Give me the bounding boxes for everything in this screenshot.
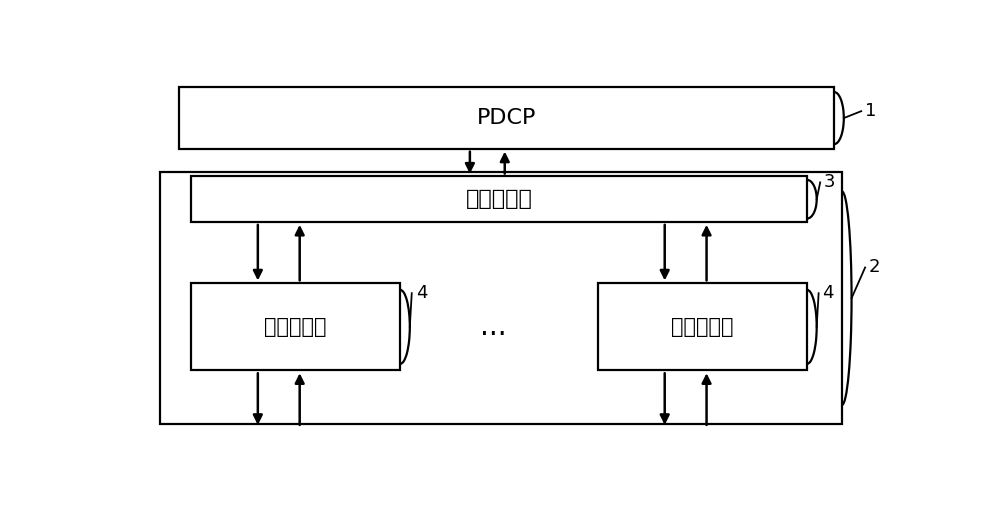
Bar <box>191 176 807 222</box>
Bar <box>598 283 807 371</box>
Bar <box>179 87 834 149</box>
Bar <box>191 283 400 371</box>
Text: PDCP: PDCP <box>477 108 536 128</box>
Text: 4: 4 <box>416 284 427 302</box>
Text: 支链路单元: 支链路单元 <box>264 317 327 337</box>
Text: 4: 4 <box>822 284 834 302</box>
Text: 1: 1 <box>865 102 876 120</box>
Text: 3: 3 <box>824 173 836 191</box>
Text: 支链路单元: 支链路单元 <box>671 317 734 337</box>
Bar <box>160 173 842 424</box>
Text: ...: ... <box>480 313 506 341</box>
Text: 总链路单元: 总链路单元 <box>466 189 532 209</box>
Text: 2: 2 <box>869 259 881 277</box>
